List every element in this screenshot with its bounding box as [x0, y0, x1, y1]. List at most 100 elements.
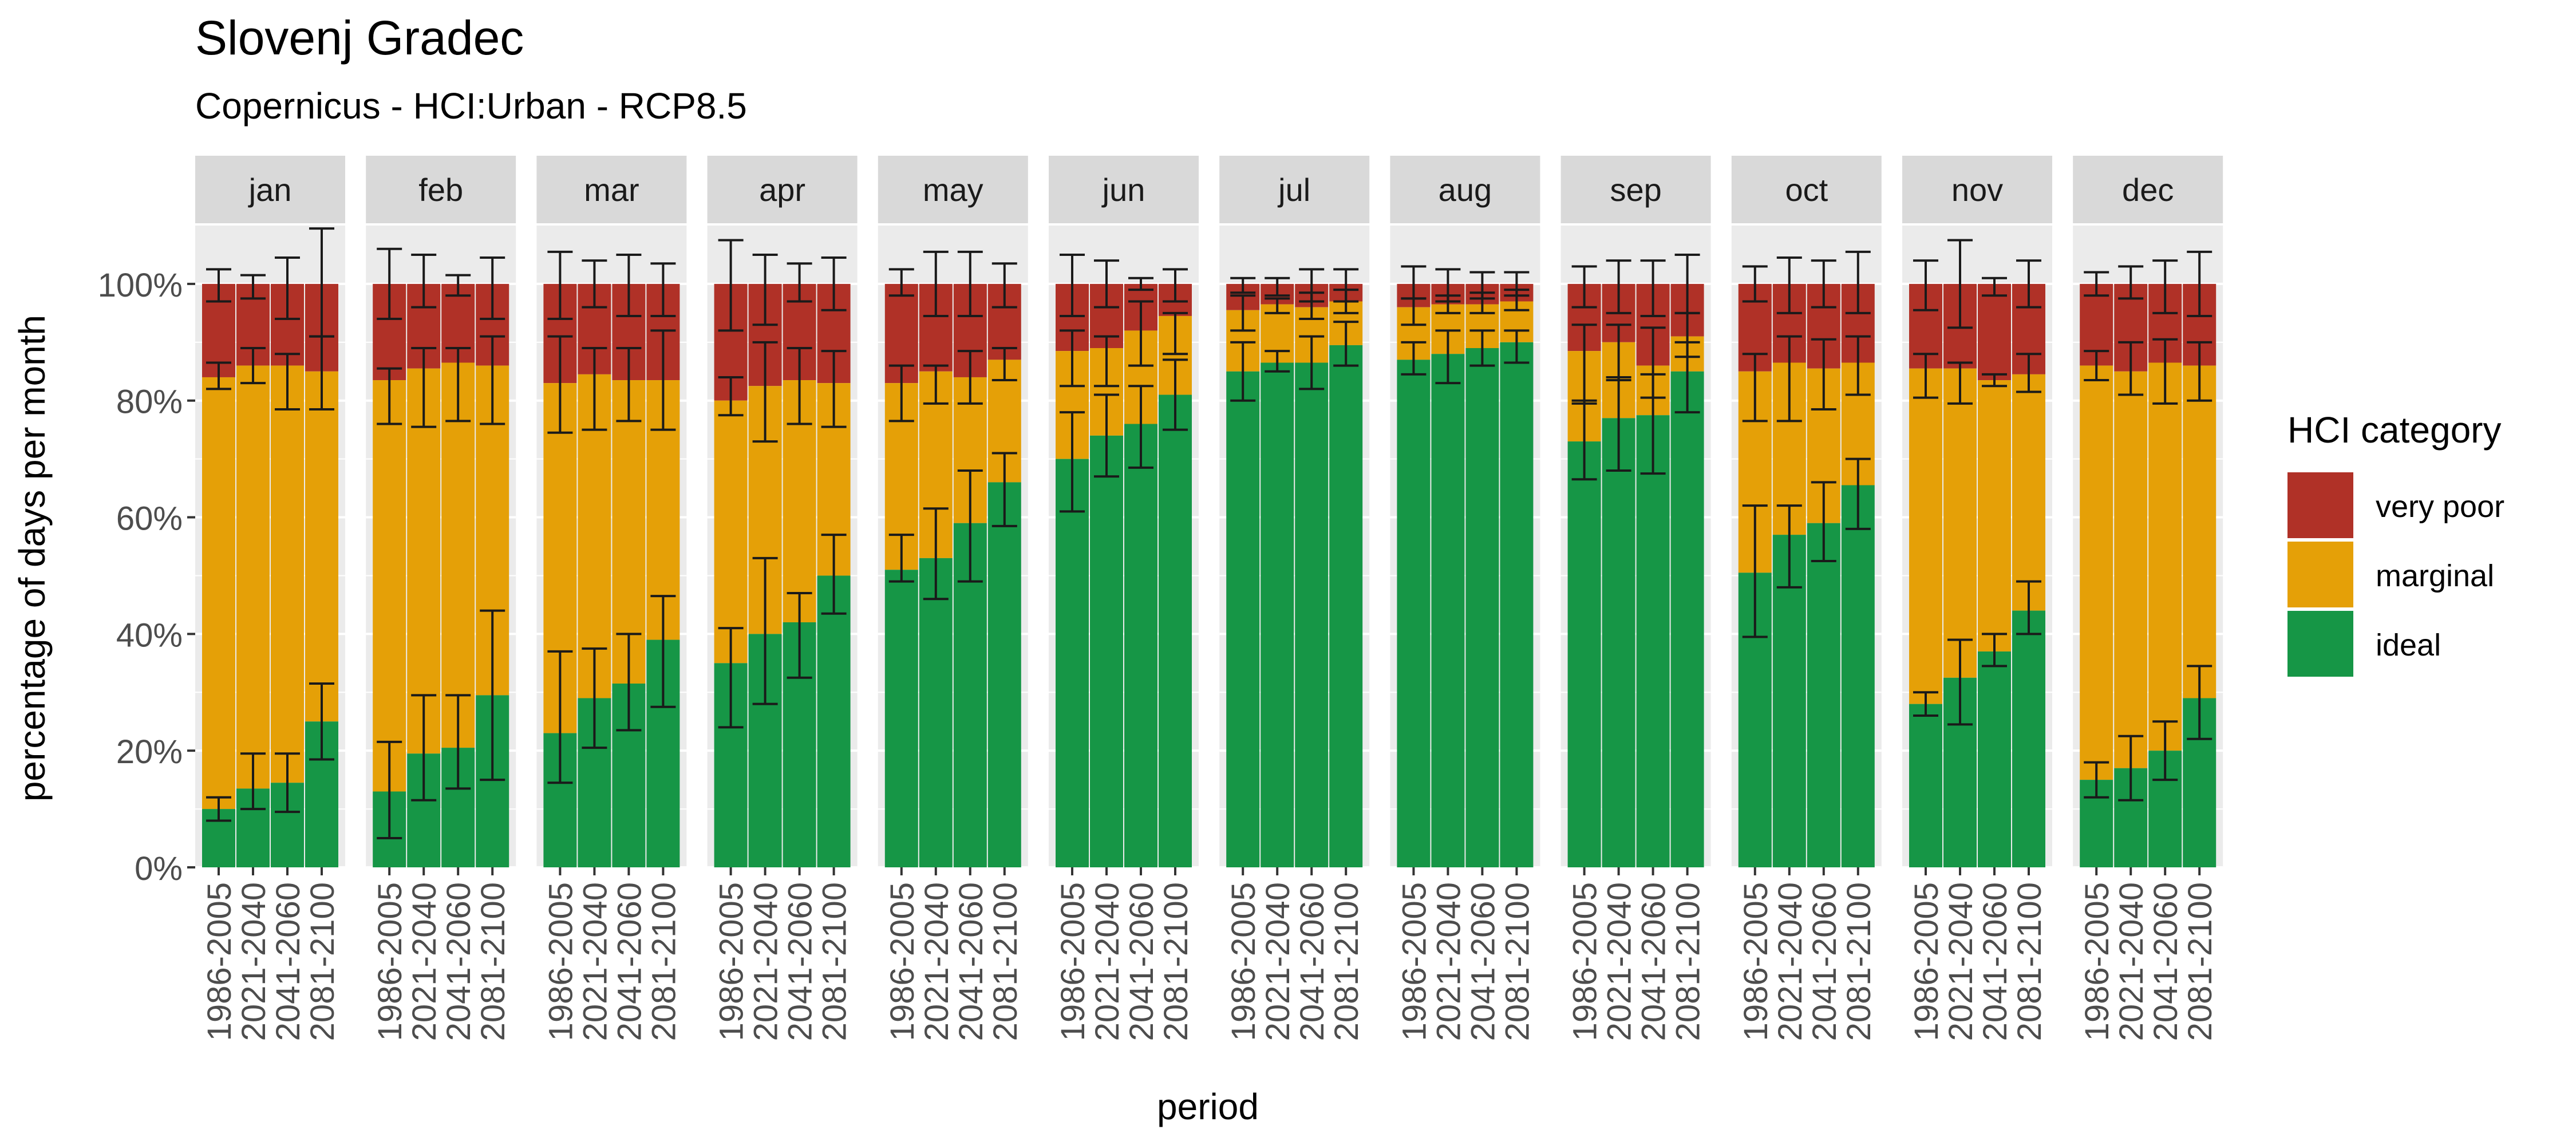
bar-marginal	[2183, 365, 2217, 698]
x-tick-label: 2021-2040	[1089, 882, 1126, 1041]
error-bar-marginal	[1299, 291, 1325, 321]
error-bar-marginal	[888, 364, 914, 423]
facet-strip	[1731, 156, 1882, 223]
error-bar-marginal	[582, 347, 607, 431]
error-bar-ideal	[582, 647, 607, 749]
x-tick-label: 1986-2005	[372, 882, 409, 1041]
bar-ideal	[1772, 535, 1806, 867]
facet-strip	[1390, 156, 1540, 223]
error-bar-total	[888, 268, 914, 297]
x-tick-label: 1986-2005	[1396, 882, 1433, 1041]
y-tick-label: 80%	[116, 384, 183, 421]
error-bar-ideal	[1299, 335, 1325, 390]
error-bar-marginal	[240, 347, 266, 385]
error-bar-marginal	[1230, 294, 1256, 332]
error-bar-total	[752, 253, 778, 326]
error-bar-total	[547, 250, 573, 321]
error-bar-ideal	[1982, 633, 2007, 668]
error-bar-total	[1230, 277, 1256, 294]
bar-very-poor	[1978, 283, 2011, 381]
error-bar-total	[821, 256, 847, 311]
y-tick-label: 100%	[98, 267, 183, 304]
error-bar-ideal	[991, 452, 1017, 527]
error-bar-ideal	[1163, 358, 1188, 431]
error-bar-marginal	[1435, 294, 1461, 314]
facet-strip	[1560, 156, 1711, 223]
error-bar-total	[2187, 250, 2212, 317]
error-bar-ideal	[2152, 720, 2178, 781]
error-bar-total	[2118, 265, 2144, 300]
error-bar-ideal	[888, 534, 914, 583]
legend-label: ideal	[2376, 628, 2441, 662]
bar-marginal	[2148, 362, 2182, 751]
error-bar-marginal	[1401, 297, 1427, 326]
error-bar-marginal	[1947, 361, 1973, 405]
x-tick-label: 2021-2040	[235, 882, 272, 1041]
error-bar-ideal	[1128, 385, 1153, 469]
error-bar-marginal	[650, 329, 676, 431]
x-tick-label: 2021-2040	[1430, 882, 1467, 1041]
bar-ideal	[1567, 441, 1601, 867]
error-bar-marginal	[2084, 350, 2109, 382]
bar-marginal	[373, 380, 406, 792]
error-bar-ideal	[275, 752, 300, 814]
bar-ideal	[884, 570, 918, 867]
error-bar-marginal	[445, 347, 471, 423]
facet-strip-label: aug	[1439, 172, 1492, 208]
facet-strip	[1049, 156, 1199, 223]
bar-ideal	[1807, 523, 1840, 867]
error-bar-total	[1163, 268, 1188, 303]
facet-strip-label: oct	[1785, 172, 1828, 208]
facet-strip	[366, 156, 516, 223]
error-bar-ideal	[1776, 504, 1802, 589]
bar-marginal	[2114, 371, 2148, 768]
error-bar-marginal	[1913, 353, 1938, 399]
chart-title: Slovenj Gradec	[195, 11, 524, 65]
bar-ideal	[1090, 435, 1123, 867]
x-tick-label: 2081-2100	[1499, 882, 1536, 1041]
x-tick-label: 2081-2100	[1840, 882, 1878, 1041]
legend-label: marginal	[2376, 559, 2494, 593]
error-bar-ideal	[1060, 411, 1085, 513]
error-bar-marginal	[1776, 335, 1802, 423]
bar-ideal	[1124, 424, 1157, 867]
x-tick-label: 2041-2060	[1977, 882, 2014, 1041]
x-tick-label: 2081-2100	[987, 882, 1024, 1041]
error-bar-marginal	[752, 341, 778, 443]
x-tick-label: 2041-2060	[782, 882, 819, 1041]
x-tick-label: 2021-2040	[1259, 882, 1297, 1041]
legend-key-very-poor	[2287, 472, 2353, 538]
error-bar-ideal	[2084, 761, 2109, 799]
y-axis-label: percentage of days per month	[11, 315, 53, 802]
facet-strip-label: dec	[2122, 172, 2174, 208]
error-bar-marginal	[275, 353, 300, 411]
bar-ideal	[1056, 459, 1089, 867]
error-bar-total	[923, 250, 949, 317]
x-tick-label: 2021-2040	[1942, 882, 1980, 1041]
facet-strip-label: jan	[248, 172, 292, 208]
error-bar-total	[1913, 259, 1938, 311]
error-bar-marginal	[547, 335, 573, 434]
error-bar-ideal	[821, 534, 847, 615]
bar-ideal	[1602, 418, 1635, 867]
x-tick-label: 2041-2060	[2147, 882, 2184, 1041]
error-bar-total	[2152, 259, 2178, 314]
y-axis: 0% 20% 40% 60% 80% 100%	[98, 267, 195, 887]
x-tick-label: 1986-2005	[1567, 882, 1604, 1041]
error-bar-marginal	[1163, 311, 1188, 356]
error-bar-marginal	[1811, 338, 1836, 411]
x-tick-label: 2041-2060	[1806, 882, 1843, 1041]
error-bar-total	[1776, 256, 1802, 314]
error-bar-ideal	[1504, 329, 1530, 364]
error-bar-total	[582, 259, 607, 309]
error-bar-total	[1571, 265, 1597, 309]
error-bar-total	[1640, 259, 1666, 317]
x-tick-label: 1986-2005	[1054, 882, 1092, 1041]
error-bar-total	[1094, 259, 1119, 309]
error-bar-ideal	[752, 556, 778, 705]
